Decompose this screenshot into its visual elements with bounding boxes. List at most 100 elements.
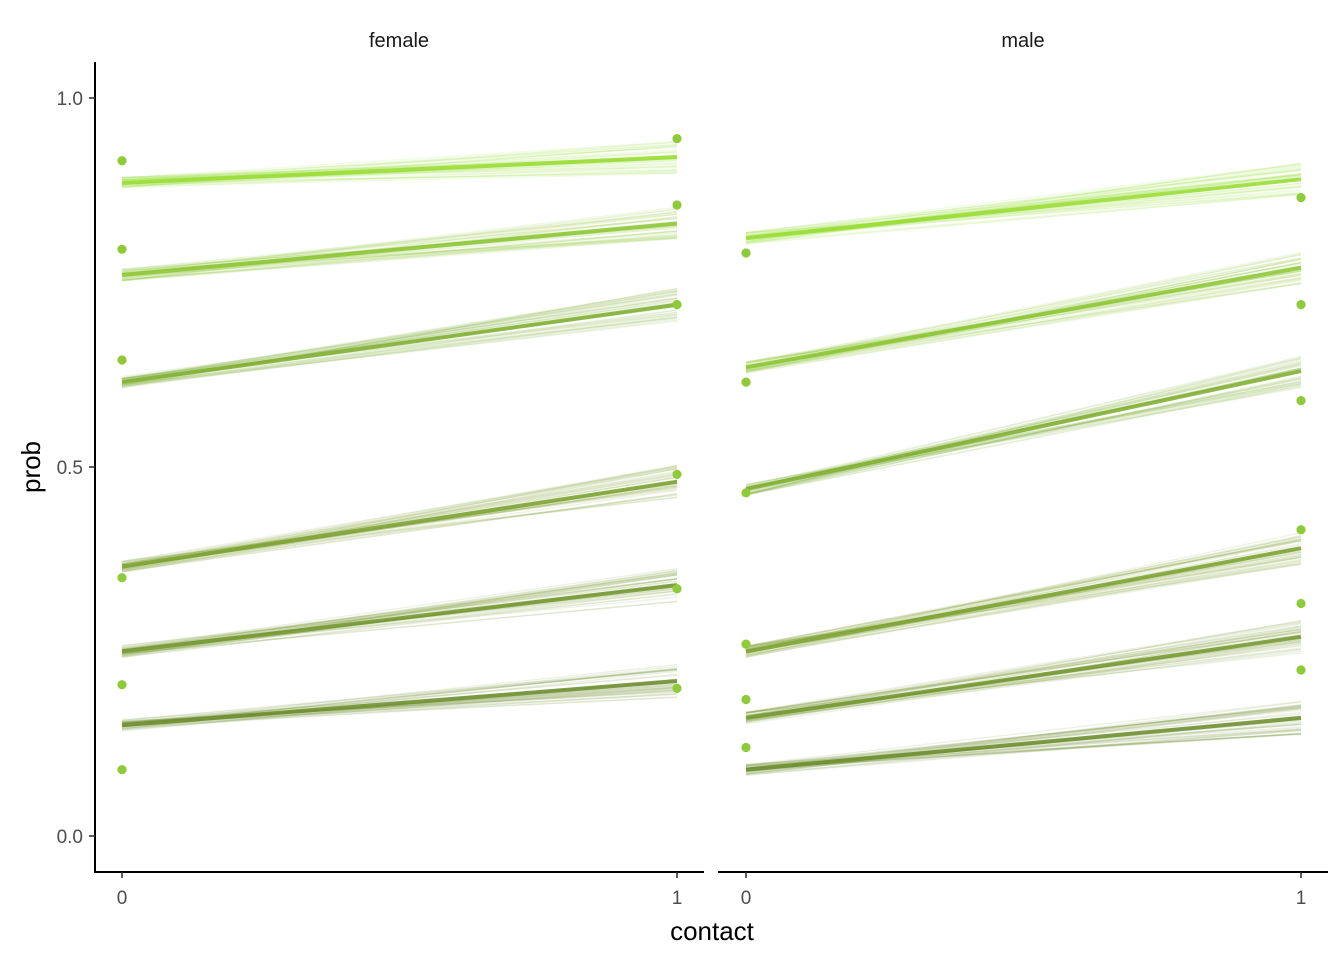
- posterior-draw-line: [121, 206, 678, 275]
- posterior-draws: [121, 567, 678, 658]
- posterior-draw-line: [745, 169, 1302, 237]
- posterior-draw-line: [745, 628, 1302, 717]
- observed-point: [1296, 395, 1306, 406]
- observed-point: [741, 377, 751, 387]
- posterior-draw-line: [121, 230, 678, 279]
- posterior-draw-line: [745, 620, 1302, 717]
- posterior-draw-line: [121, 668, 678, 722]
- posterior-draw-line: [745, 538, 1302, 651]
- posterior-draw-line: [121, 317, 678, 387]
- posterior-draw-line: [121, 316, 678, 385]
- posterior-draw-line: [745, 556, 1302, 658]
- posterior-draw-line: [745, 258, 1302, 373]
- posterior-draw-line: [121, 290, 678, 382]
- posterior-draw-line: [121, 143, 678, 183]
- posterior-draw-line: [745, 535, 1302, 650]
- x-tick-label-male-1: 1: [1296, 888, 1307, 909]
- posterior-draw-line: [121, 673, 678, 725]
- posterior-draw-line: [745, 648, 1302, 721]
- posterior-draw-line: [745, 559, 1302, 658]
- posterior-draw-line: [121, 674, 678, 724]
- posterior-draw-line: [121, 590, 678, 658]
- posterior-draw-line: [745, 384, 1302, 496]
- posterior-draw-line: [121, 236, 678, 280]
- posterior-draw-line: [745, 357, 1302, 496]
- posterior-draw-line: [121, 140, 678, 179]
- posterior-draw-line: [745, 269, 1302, 373]
- posterior-draw-line: [745, 534, 1302, 652]
- posterior-draw-line: [745, 641, 1302, 723]
- posterior-draw-line: [121, 465, 678, 567]
- observed-point: [1296, 193, 1306, 203]
- posterior-draw-line: [121, 663, 678, 725]
- posterior-draw-line: [121, 569, 678, 653]
- posterior-draw-line: [745, 619, 1302, 719]
- posterior-draw-line: [745, 278, 1302, 371]
- posterior-draw-line: [121, 493, 678, 571]
- observed-point: [117, 680, 127, 690]
- posterior-draw-line: [745, 193, 1302, 245]
- observed-point: [741, 742, 751, 753]
- y-axis-title: prob: [16, 441, 46, 493]
- observed-point: [1296, 665, 1306, 675]
- posterior-draw-line: [745, 707, 1302, 776]
- fit-line: [745, 715, 1302, 772]
- posterior-draw-line: [745, 169, 1302, 234]
- posterior-draw-line: [121, 484, 678, 573]
- posterior-draw-line: [121, 208, 678, 277]
- posterior-draw-line: [745, 282, 1302, 372]
- posterior-draw-line: [121, 311, 678, 386]
- x-tick-label-female-1: 1: [672, 888, 683, 909]
- posterior-draw-line: [121, 474, 678, 565]
- observed-point: [672, 584, 682, 594]
- panel-female: [117, 133, 682, 775]
- posterior-draw-line: [745, 728, 1302, 775]
- y-ticks: 0.0 0.5 1.0: [57, 89, 95, 848]
- posterior-draw-line: [121, 577, 678, 647]
- posterior-draw-line: [121, 299, 678, 382]
- posterior-draw-line: [745, 186, 1302, 240]
- fit-line: [121, 479, 678, 569]
- posterior-draw-line: [745, 644, 1302, 722]
- observed-point: [1296, 300, 1306, 310]
- posterior-draw-line: [745, 383, 1302, 496]
- posterior-draw-line: [121, 309, 678, 388]
- posterior-draw-line: [745, 173, 1302, 235]
- posterior-draw-line: [121, 474, 678, 566]
- posterior-draw-line: [121, 288, 678, 381]
- observed-point: [117, 156, 127, 166]
- posterior-draw-line: [121, 232, 678, 278]
- posterior-draw-line: [745, 539, 1302, 648]
- posterior-draw-line: [121, 600, 678, 655]
- posterior-draw-line: [745, 360, 1302, 495]
- posterior-draw-line: [745, 253, 1302, 367]
- posterior-draw-line: [745, 556, 1302, 647]
- observed-point: [1296, 525, 1306, 535]
- posterior-draws: [121, 464, 678, 573]
- posterior-draw-line: [745, 626, 1302, 717]
- posterior-draw-line: [745, 561, 1302, 656]
- posterior-draw-line: [745, 641, 1302, 723]
- posterior-draw-line: [121, 493, 678, 572]
- posterior-draw-line: [745, 163, 1302, 237]
- posterior-draws: [121, 287, 678, 389]
- x-ticks: 0 1 0 1: [117, 872, 1307, 909]
- fit-line: [121, 221, 678, 278]
- fit-line: [745, 634, 1302, 720]
- posterior-draw-line: [745, 164, 1302, 238]
- posterior-draw-line: [745, 706, 1302, 767]
- posterior-draw-line: [121, 293, 678, 379]
- posterior-draw-line: [121, 600, 678, 655]
- observed-point: [117, 244, 127, 254]
- posterior-draw-line: [121, 467, 678, 566]
- posterior-draw-line: [121, 572, 678, 651]
- posterior-draw-line: [121, 496, 678, 562]
- posterior-draw-line: [121, 171, 678, 184]
- x-axis-title: contact: [670, 916, 755, 946]
- posterior-draw-line: [121, 289, 678, 381]
- posterior-draw-line: [121, 217, 678, 273]
- posterior-draw-line: [121, 229, 678, 281]
- posterior-draw-line: [121, 297, 678, 380]
- posterior-draw-line: [745, 628, 1302, 714]
- posterior-draw-line: [745, 174, 1302, 234]
